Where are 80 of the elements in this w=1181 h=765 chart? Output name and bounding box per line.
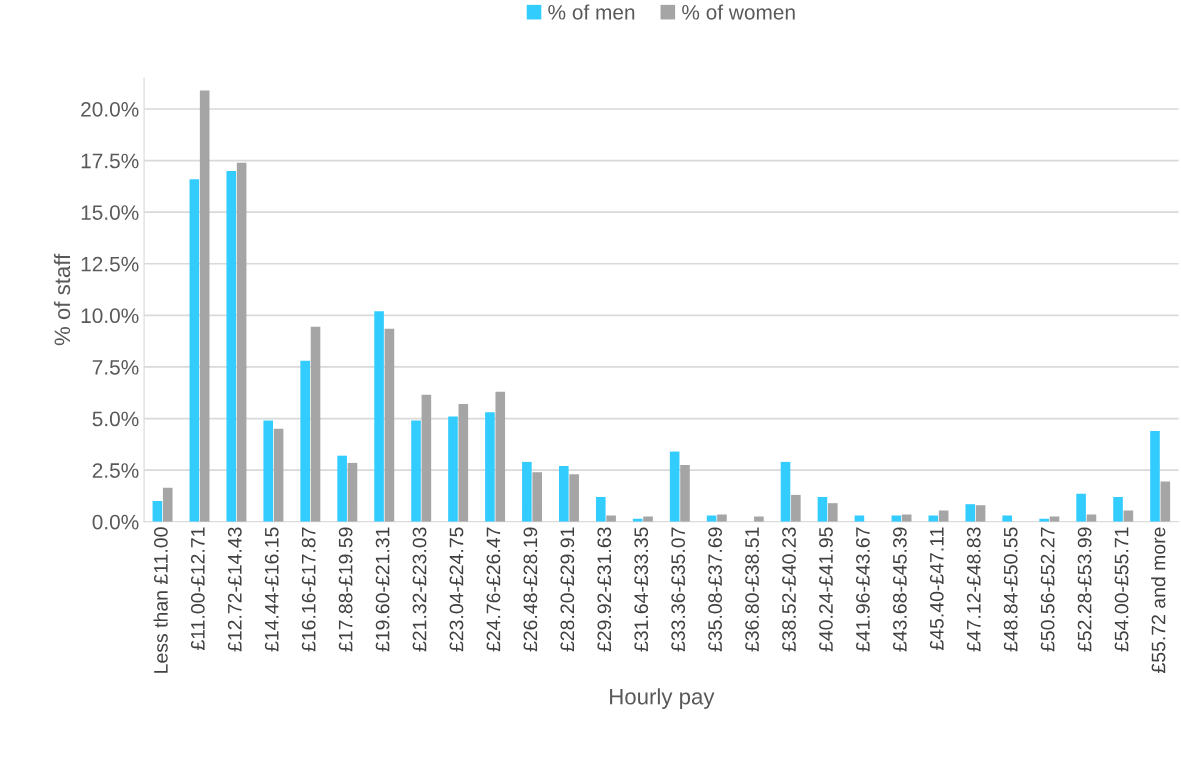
bar xyxy=(1160,481,1171,522)
x-tick-label: £11.00-£12.71 xyxy=(190,527,205,651)
bar xyxy=(300,360,310,522)
x-tick-label: £43.68-£45.39 xyxy=(892,527,907,652)
bar xyxy=(780,461,791,522)
y-tick-label: 12.5% xyxy=(81,256,139,272)
bar xyxy=(273,428,284,522)
bar xyxy=(669,451,680,522)
bar xyxy=(559,466,569,522)
bar xyxy=(189,179,200,522)
x-tick-label: £29.92-£31.63 xyxy=(597,527,612,652)
bar xyxy=(965,504,976,522)
legend-label: % of women xyxy=(682,4,795,20)
bar xyxy=(680,464,690,522)
bar xyxy=(532,472,543,522)
x-tick-label: £21.32-£23.03 xyxy=(412,527,427,652)
x-tick-label: £28.20-£29.91 xyxy=(560,527,575,652)
bar xyxy=(1113,496,1123,522)
legend-label: % of men xyxy=(548,4,635,20)
bar xyxy=(162,487,173,522)
x-axis-title: Hourly pay xyxy=(610,688,715,709)
bar xyxy=(236,162,247,522)
x-tick-label: £36.80-£38.51 xyxy=(745,527,759,652)
bar xyxy=(384,328,395,522)
bar xyxy=(199,90,210,522)
bar xyxy=(1150,430,1160,522)
bar xyxy=(337,455,347,522)
x-tick-label: £12.72-£14.43 xyxy=(227,527,242,652)
bar xyxy=(458,404,469,522)
x-tick-label: £33.36-£35.07 xyxy=(671,527,686,652)
x-tick-label: Less than £11.00 xyxy=(153,527,168,673)
bar xyxy=(522,461,532,522)
y-tick-label: 7.5% xyxy=(92,360,139,375)
y-axis-title: % of staff xyxy=(53,253,71,346)
bar xyxy=(975,505,986,522)
bar xyxy=(152,501,163,522)
bar xyxy=(310,326,321,522)
bar xyxy=(817,496,828,522)
bar xyxy=(226,170,237,522)
x-tick-label: £35.08-£37.69 xyxy=(708,527,722,652)
x-tick-label: £19.60-£21.31 xyxy=(375,527,390,652)
x-tick-label: £52.28-£53.99 xyxy=(1077,527,1092,652)
y-tick-label: 10.0% xyxy=(81,308,139,324)
y-tick-label: 17.5% xyxy=(81,153,139,169)
x-tick-label: £41.96-£43.67 xyxy=(856,527,870,652)
bar xyxy=(485,412,495,522)
bar xyxy=(1123,510,1134,522)
bar xyxy=(495,391,506,522)
bar xyxy=(347,462,358,522)
x-tick-label: £47.12-£48.83 xyxy=(966,527,981,652)
y-tick-label: 20.0% xyxy=(81,101,139,117)
bar xyxy=(421,394,432,522)
y-tick-label: 15.0% xyxy=(81,205,139,220)
x-tick-label: £14.44-£16.15 xyxy=(264,527,279,652)
bar xyxy=(595,496,606,522)
x-tick-label: £50.56-£52.27 xyxy=(1040,527,1055,652)
y-tick-label: 2.5% xyxy=(92,463,139,478)
x-tick-label: £48.84-£50.55 xyxy=(1003,527,1018,652)
bar xyxy=(569,474,579,522)
x-tick-label: £17.88-£19.59 xyxy=(338,527,353,652)
bar xyxy=(263,420,274,522)
x-tick-label: £16.16-£17.87 xyxy=(301,527,316,652)
x-tick-label: £54.00-£55.71 xyxy=(1114,527,1129,652)
bar xyxy=(938,510,949,522)
x-tick-label: £45.40-£47.11 xyxy=(929,527,944,651)
bar xyxy=(791,494,801,522)
bar xyxy=(1076,493,1086,522)
bar xyxy=(828,503,838,522)
bar xyxy=(411,420,421,522)
bar xyxy=(374,311,384,522)
x-tick-label: £23.04-£24.75 xyxy=(449,527,464,652)
x-tick-label: £26.48-£28.19 xyxy=(523,527,538,652)
x-tick-label: £55.72 and more xyxy=(1151,527,1166,674)
x-tick-label: £38.52-£40.23 xyxy=(782,527,796,652)
y-tick-label: 5.0% xyxy=(92,411,139,427)
bar xyxy=(448,416,458,522)
x-tick-label: £31.64-£33.35 xyxy=(634,527,649,652)
y-tick-label: 0.0% xyxy=(92,514,139,530)
x-tick-label: £24.76-£26.47 xyxy=(486,527,501,652)
x-tick-label: £40.24-£41.95 xyxy=(819,527,833,652)
